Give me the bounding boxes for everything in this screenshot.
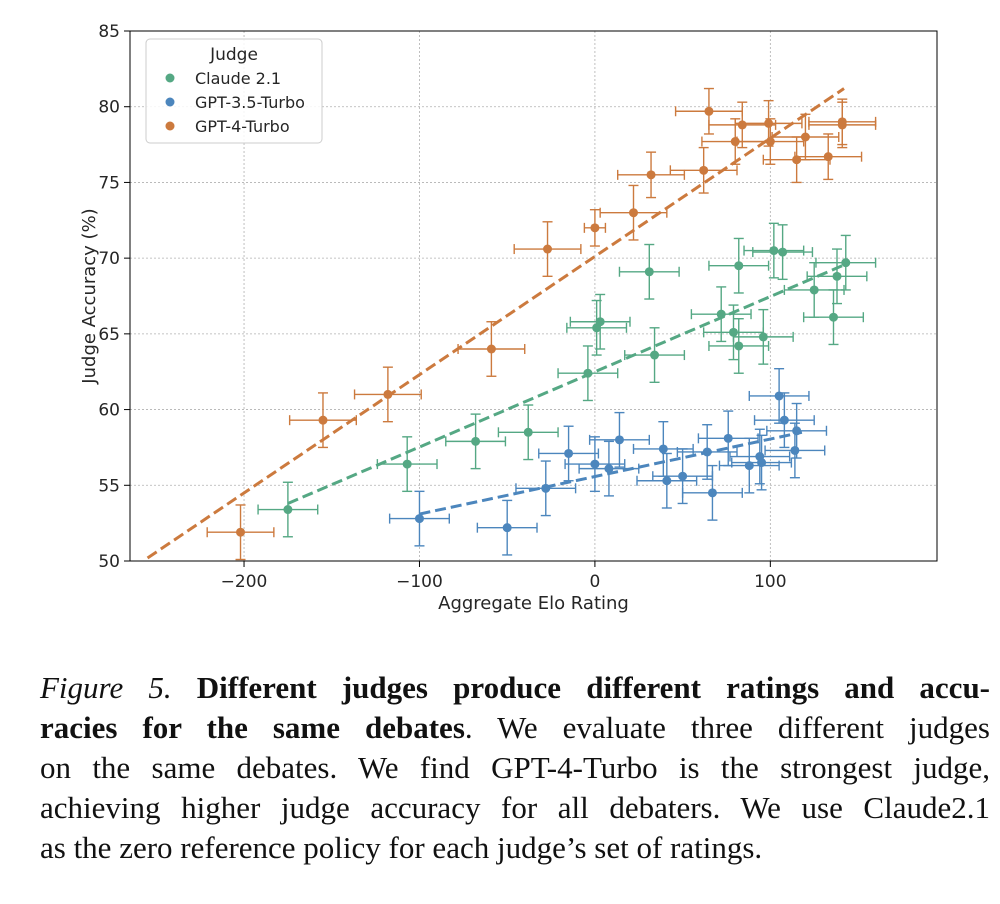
x-tick-label: −100 <box>396 572 443 592</box>
point-gpt-4-turbo <box>792 155 802 165</box>
caption-title-part-1: Different judges produce different ratin… <box>196 670 991 705</box>
legend-title: Judge <box>209 45 258 65</box>
point-gpt-4-turbo <box>236 527 246 537</box>
point-gpt-4-turbo <box>800 132 810 142</box>
point-claude-2-1 <box>650 350 660 360</box>
point-claude-2-1 <box>828 312 838 322</box>
point-claude-2-1 <box>583 368 593 378</box>
y-tick-label: 70 <box>98 249 120 269</box>
data-points <box>236 106 851 537</box>
point-claude-2-1 <box>283 505 293 515</box>
caption-line-4: achieving higher judge accuracy for all … <box>40 790 990 825</box>
point-gpt-3-5-turbo <box>662 476 672 486</box>
trend-line-gpt-4-turbo <box>146 87 845 560</box>
x-tick-label: 0 <box>589 572 600 592</box>
point-claude-2-1 <box>778 247 788 257</box>
point-gpt-4-turbo <box>543 244 553 254</box>
x-tick-label: 100 <box>754 572 786 592</box>
point-gpt-4-turbo <box>837 120 847 130</box>
trend-lines <box>146 87 850 560</box>
point-gpt-4-turbo <box>764 118 774 128</box>
legend-label-claude-2-1: Claude 2.1 <box>195 69 281 88</box>
legend-marker-gpt-4-turbo <box>165 121 175 131</box>
point-gpt-3-5-turbo <box>590 459 600 469</box>
point-gpt-4-turbo <box>383 389 393 399</box>
point-claude-2-1 <box>402 459 412 469</box>
point-claude-2-1 <box>841 258 851 268</box>
point-claude-2-1 <box>523 427 533 437</box>
point-gpt-3-5-turbo <box>779 415 789 425</box>
chart: −200 −100 0 100 50 55 60 65 70 75 80 85 Aggregate E… <box>79 22 938 614</box>
point-gpt-3-5-turbo <box>564 448 574 458</box>
y-tick-label: 85 <box>98 22 120 42</box>
point-gpt-3-5-turbo <box>414 514 424 524</box>
caption-text-1: . We evaluate three different judges <box>464 710 990 745</box>
point-claude-2-1 <box>728 327 738 337</box>
y-tick-label: 50 <box>98 552 120 572</box>
point-gpt-3-5-turbo <box>541 483 551 493</box>
y-tick-label: 65 <box>98 325 120 345</box>
point-claude-2-1 <box>832 271 842 281</box>
point-gpt-4-turbo <box>318 415 328 425</box>
legend-label-gpt-4-turbo: GPT-4-Turbo <box>195 117 290 136</box>
point-claude-2-1 <box>769 246 779 256</box>
point-gpt-3-5-turbo <box>604 464 614 474</box>
y-tick-label: 60 <box>98 401 120 421</box>
point-gpt-3-5-turbo <box>774 391 784 401</box>
caption-line-3: on the same debates. We find GPT-4-Turbo… <box>40 750 990 785</box>
legend-marker-claude-2-1 <box>165 73 175 83</box>
point-gpt-3-5-turbo <box>757 458 767 468</box>
point-gpt-4-turbo <box>590 223 600 233</box>
point-gpt-4-turbo <box>628 208 638 218</box>
point-claude-2-1 <box>734 341 744 351</box>
figure-label: Figure 5. <box>40 670 172 705</box>
point-gpt-4-turbo <box>765 137 775 147</box>
caption-title-part-2: racies for the same debates <box>40 710 465 745</box>
point-gpt-3-5-turbo <box>744 461 754 471</box>
legend-label-gpt-3-5-turbo: GPT-3.5-Turbo <box>195 93 305 112</box>
x-tick-label: −200 <box>221 572 268 592</box>
point-gpt-3-5-turbo <box>723 433 733 443</box>
point-claude-2-1 <box>758 332 768 342</box>
point-gpt-4-turbo <box>704 106 714 116</box>
point-claude-2-1 <box>644 267 654 277</box>
point-gpt-3-5-turbo <box>658 444 668 454</box>
point-claude-2-1 <box>734 261 744 271</box>
y-tick-label: 55 <box>98 476 120 496</box>
y-tick-label: 80 <box>98 98 120 118</box>
point-gpt-3-5-turbo <box>614 435 624 445</box>
point-claude-2-1 <box>809 285 819 295</box>
caption-line-1: Figure 5. Different judges produce diffe… <box>40 668 990 708</box>
point-gpt-4-turbo <box>823 152 833 162</box>
point-gpt-3-5-turbo <box>702 447 712 457</box>
figure-caption: Figure 5. Different judges produce diffe… <box>40 668 990 868</box>
legend-marker-gpt-3-5-turbo <box>165 97 175 107</box>
caption-line-5: as the zero reference policy for each ju… <box>40 830 763 865</box>
point-gpt-4-turbo <box>486 344 496 354</box>
x-axis-label: Aggregate Elo Rating <box>438 593 629 614</box>
point-gpt-3-5-turbo <box>792 426 802 436</box>
point-gpt-4-turbo <box>646 170 656 180</box>
point-claude-2-1 <box>471 436 481 446</box>
error-bar-gpt-4-turbo <box>583 208 607 247</box>
plot-frame <box>129 30 938 562</box>
point-gpt-4-turbo <box>699 165 709 175</box>
legend-items: Claude 2.1 GPT-3.5-Turbo GPT-4-Turbo <box>165 69 305 136</box>
y-tick-label: 75 <box>98 173 120 193</box>
point-gpt-3-5-turbo <box>678 471 688 481</box>
point-claude-2-1 <box>595 317 605 327</box>
point-gpt-3-5-turbo <box>707 488 717 498</box>
legend: Judge Claude 2.1 GPT-3.5-Turbo GPT-4-Turbo <box>145 38 323 144</box>
axis-ticks: −200 −100 0 100 50 55 60 65 70 75 80 85 <box>98 22 786 592</box>
trend-line-gpt-3-5-turbo <box>419 430 803 516</box>
point-claude-2-1 <box>716 309 726 319</box>
point-gpt-4-turbo <box>737 120 747 130</box>
trend-line-claude-2-1 <box>287 261 850 505</box>
point-gpt-4-turbo <box>730 137 740 147</box>
legend-box <box>145 38 323 144</box>
caption-line-2: racies for the same debates. We evaluate… <box>40 708 990 748</box>
point-gpt-3-5-turbo <box>790 445 800 455</box>
y-axis-label: Judge Accuracy (%) <box>79 208 100 384</box>
point-gpt-3-5-turbo <box>502 523 512 533</box>
